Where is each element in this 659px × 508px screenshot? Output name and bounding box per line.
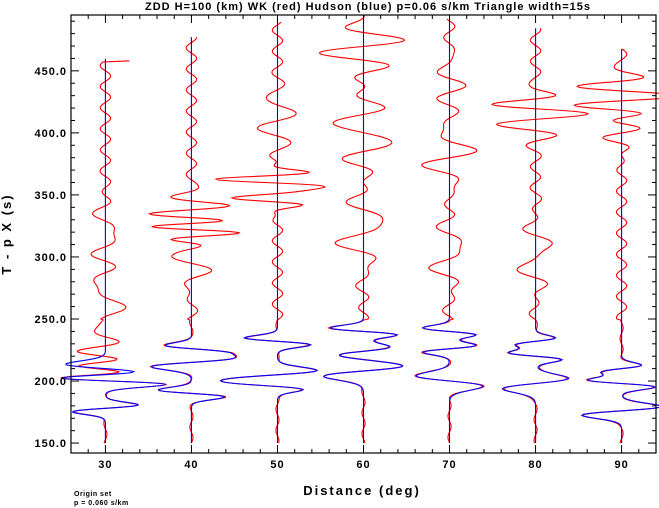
chart-title: ZDD H=100 (km) WK (red) Hudson (blue) p=… (145, 1, 591, 13)
wk-trace-40 (147, 37, 241, 444)
wk-trace-90 (573, 48, 659, 444)
hudson-trace-70 (415, 19, 484, 444)
y-tick-label: 200.0 (34, 376, 67, 388)
x-tick-label: 70 (442, 459, 456, 471)
y-tick-label: 450.0 (34, 66, 67, 78)
y-tick-label: 250.0 (34, 314, 67, 326)
x-axis-label: Distance (deg) (303, 483, 421, 498)
hudson-trace-90 (580, 49, 659, 444)
hudson-trace-50 (219, 22, 319, 444)
hudson-trace-80 (501, 28, 570, 444)
y-axis: 150.0 200.0 250.0 300.0 350.0 400.0 450.0 (34, 20, 656, 450)
wk-trace-80 (490, 27, 590, 444)
x-tick-label: 30 (98, 459, 112, 471)
y-tick-label: 350.0 (34, 190, 67, 202)
hudson-trace-30 (61, 58, 166, 444)
x-tick-label: 60 (356, 459, 370, 471)
y-tick-label: 300.0 (34, 252, 67, 264)
hudson-trace-40 (150, 37, 237, 444)
seismogram-traces (59, 15, 659, 444)
x-tick-label: 50 (270, 459, 284, 471)
y-tick-label: 400.0 (34, 128, 67, 140)
x-tick-label: 80 (528, 459, 542, 471)
hudson-trace-60 (322, 15, 404, 444)
y-tick-label: 150.0 (34, 438, 67, 450)
wk-trace-50 (215, 21, 327, 444)
y-axis-label: T - p X (s) (0, 193, 14, 274)
note-origin: Origin set (74, 491, 112, 498)
x-tick-label: 40 (184, 459, 198, 471)
wk-trace-30 (59, 60, 167, 444)
x-axis: 30 40 50 60 70 80 90 (87, 15, 657, 471)
x-tick-label: 90 (614, 459, 628, 471)
note-ray-parameter: p = 0.060 s/km (74, 500, 129, 507)
